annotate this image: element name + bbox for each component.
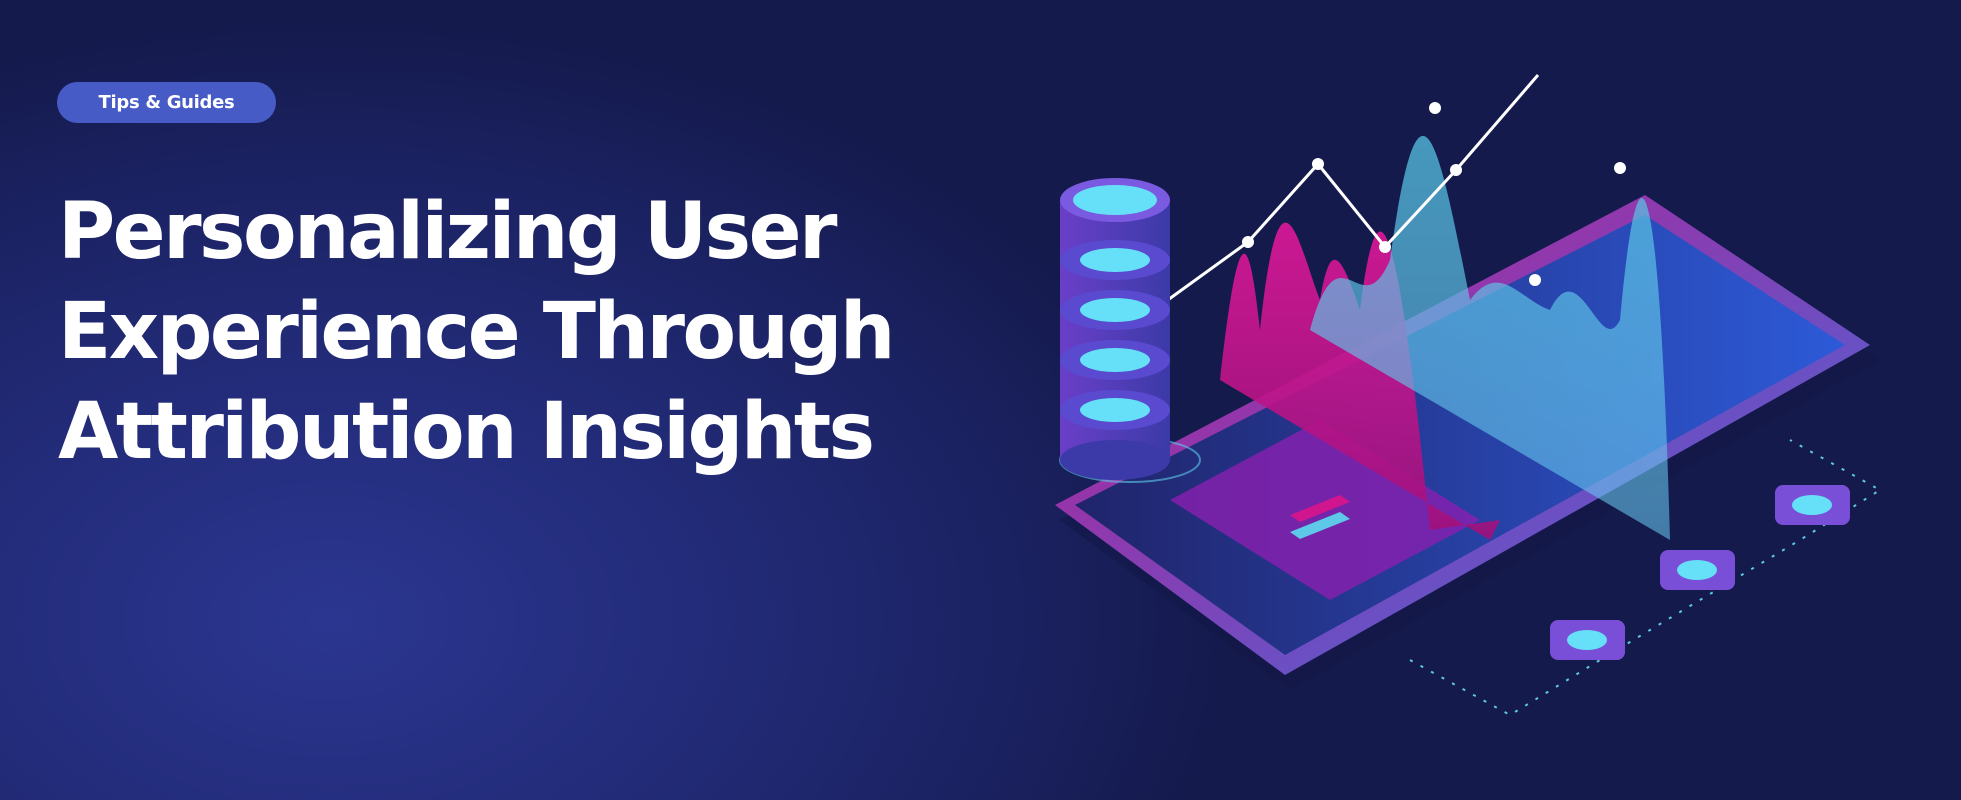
database-icon	[1059, 178, 1201, 483]
title-line: Experience Through	[58, 287, 895, 377]
area-chart-icon	[1164, 74, 1670, 540]
page-title: Personalizing User Experience Through At…	[58, 182, 895, 482]
tablet-icon	[1055, 195, 1880, 690]
category-badge[interactable]: Tips & Guides	[57, 82, 276, 123]
analytics-illustration	[1055, 74, 1882, 717]
title-line: Personalizing User	[58, 187, 837, 277]
network-nodes-icon	[1409, 439, 1882, 717]
title-line: Attribution Insights	[58, 387, 875, 477]
